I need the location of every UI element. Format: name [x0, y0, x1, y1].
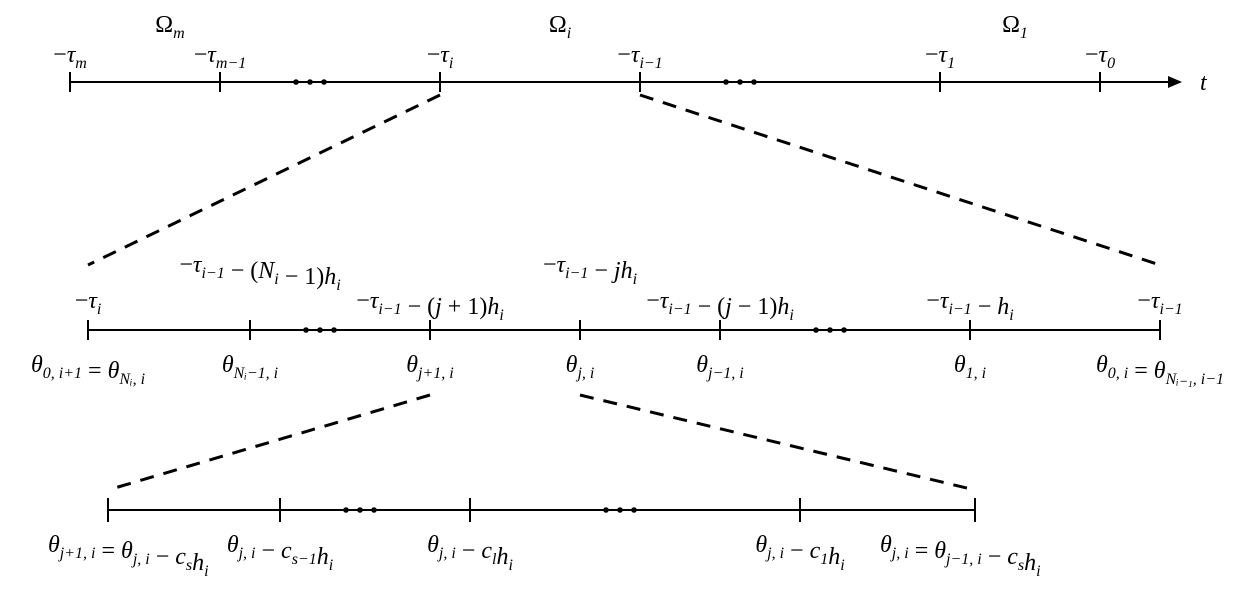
math-label: θ0, i+1 = θNᵢ, i: [31, 352, 145, 388]
domain-label: Ωi: [549, 12, 571, 42]
math-label: θ0, i = θNᵢ₋₁, i−1: [1096, 352, 1224, 388]
math-label: θj, i − clhi: [427, 532, 513, 574]
math-label: −τi−1 − jhi: [543, 252, 637, 288]
math-label: θj, i: [566, 352, 595, 382]
math-label: −τi−1 − hi: [926, 288, 1013, 324]
math-label: −τi−1: [1137, 288, 1182, 318]
domain-label: Ω1: [1002, 12, 1028, 42]
math-label: −τi−1 − (j − 1)hi: [646, 288, 794, 324]
math-label: −τi: [427, 42, 454, 72]
math-label: −τm−1: [194, 42, 247, 72]
math-label: −τ1: [925, 42, 955, 72]
math-label: −τ0: [1085, 42, 1115, 72]
math-label: −τi−1 − (Ni − 1)hi: [179, 252, 340, 294]
math-label: −τi−1 − (j + 1)hi: [356, 288, 504, 324]
math-label: −τm: [53, 42, 87, 72]
math-label: θ1, i: [954, 352, 986, 382]
math-label: θj−1, i: [696, 352, 743, 382]
domain-label: Ωm: [155, 12, 184, 42]
discretization-diagram: Ωm Ωi Ω1 −τm −τm−1 −τi −τi−1 −τ1 −τ0 t −τi−1 − (Ni…: [0, 0, 1240, 591]
math-label: −τi−1: [617, 42, 662, 72]
math-label: θj, i = θj−1, i − cshi: [880, 532, 1041, 580]
math-label: θj+1, i = θj, i − cshi: [48, 532, 209, 580]
math-label: θj, i − cs−1hi: [227, 532, 333, 574]
math-label: θj+1, i: [406, 352, 453, 382]
math-label: −τi: [75, 288, 102, 318]
math-label: θj, i − c1hi: [755, 532, 844, 574]
math-label: θNᵢ−1, i: [222, 352, 278, 382]
math-label: t: [1200, 70, 1208, 96]
